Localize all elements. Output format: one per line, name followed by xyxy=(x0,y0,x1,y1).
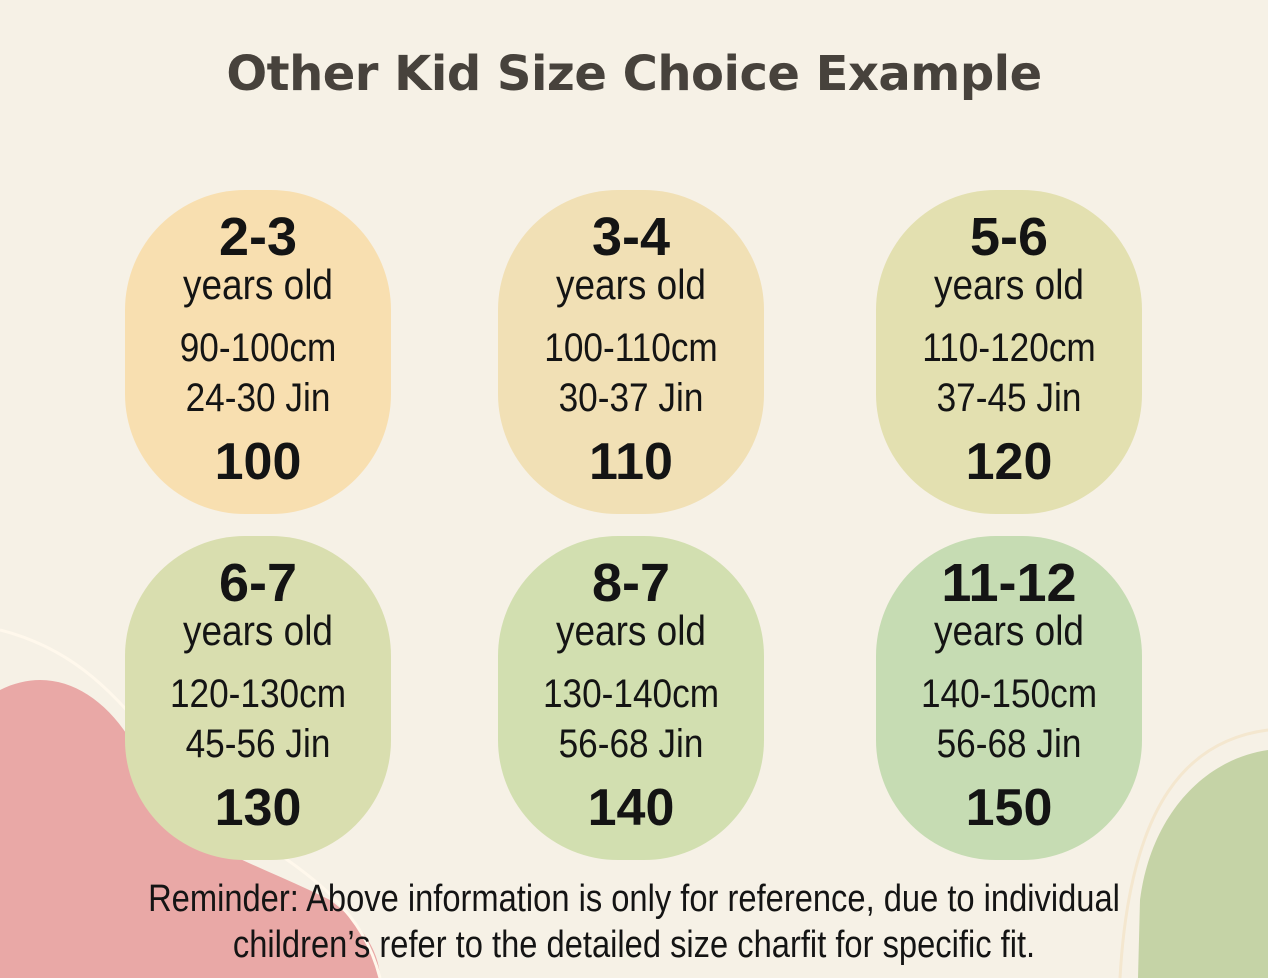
age-range: 2-3 xyxy=(218,207,298,267)
size-value: 130 xyxy=(214,779,302,837)
age-unit: years old xyxy=(183,607,333,654)
weight-range: 37-45 Jin xyxy=(936,376,1082,420)
weight-range: 56-68 Jin xyxy=(558,722,704,766)
weight-range: 56-68 Jin xyxy=(936,722,1082,766)
age-unit: years old xyxy=(183,261,333,308)
height-range: 140-150cm xyxy=(920,672,1098,716)
height-range: 90-100cm xyxy=(179,326,337,370)
size-card: 8-7 years old 130-140cm 56-68 Jin 140 xyxy=(498,536,764,860)
age-unit: years old xyxy=(556,261,706,308)
age-range: 5-6 xyxy=(969,207,1049,267)
size-value: 120 xyxy=(965,433,1053,491)
age-range: 3-4 xyxy=(591,207,671,267)
size-card: 6-7 years old 120-130cm 45-56 Jin 130 xyxy=(125,536,391,860)
reminder-line: children’s refer to the detailed size ch… xyxy=(232,924,1036,966)
age-unit: years old xyxy=(934,261,1084,308)
size-card: 2-3 years old 90-100cm 24-30 Jin 100 xyxy=(125,190,391,514)
size-card: 5-6 years old 110-120cm 37-45 Jin 120 xyxy=(876,190,1142,514)
size-value: 110 xyxy=(589,433,673,491)
reminder-line: Reminder: Above information is only for … xyxy=(148,878,1120,920)
size-card: 3-4 years old 100-110cm 30-37 Jin 110 xyxy=(498,190,764,514)
age-range: 11-12 xyxy=(941,553,1077,613)
size-value: 150 xyxy=(965,779,1053,837)
height-range: 130-140cm xyxy=(542,672,720,716)
weight-range: 30-37 Jin xyxy=(558,376,704,420)
height-range: 100-110cm xyxy=(544,326,718,370)
green-blob xyxy=(1138,750,1268,978)
age-range: 6-7 xyxy=(218,553,298,613)
title: Other Kid Size Choice Example xyxy=(226,46,1042,102)
pink-blob xyxy=(0,680,380,978)
size-value: 140 xyxy=(587,779,675,837)
size-value: 100 xyxy=(214,433,302,491)
weight-range: 45-56 Jin xyxy=(185,722,331,766)
height-range: 110-120cm xyxy=(922,326,1096,370)
curve xyxy=(1118,728,1268,978)
reminder: Reminder: Above information is only for … xyxy=(89,876,1179,968)
size-card: 11-12 years old 140-150cm 56-68 Jin 150 xyxy=(876,536,1142,860)
age-unit: years old xyxy=(934,607,1084,654)
weight-range: 24-30 Jin xyxy=(185,376,331,420)
age-range: 8-7 xyxy=(591,553,671,613)
height-range: 120-130cm xyxy=(169,672,347,716)
age-unit: years old xyxy=(556,607,706,654)
